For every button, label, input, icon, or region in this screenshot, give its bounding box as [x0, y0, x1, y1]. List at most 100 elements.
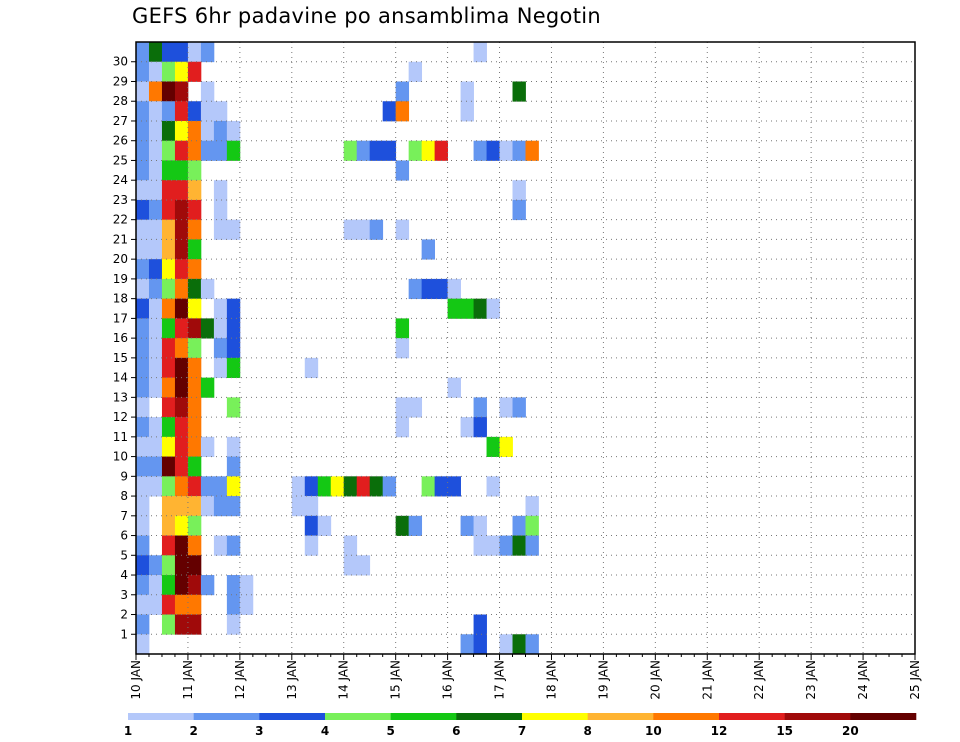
heatmap-cell	[136, 397, 150, 418]
heatmap-cell	[213, 120, 228, 142]
heatmap-cell	[356, 555, 371, 576]
y-tick-label: 29	[113, 74, 128, 88]
x-tick-label: 16 JAN	[441, 660, 455, 700]
heatmap-cell	[148, 555, 163, 576]
heatmap-cell	[174, 575, 189, 596]
heatmap-cell	[187, 338, 202, 359]
heatmap-cell	[187, 42, 202, 63]
heatmap-cell	[148, 42, 163, 63]
heatmap-cell	[161, 417, 176, 438]
heatmap-cell	[174, 377, 189, 398]
heatmap-cell	[174, 101, 189, 122]
heatmap-cell	[174, 239, 189, 260]
heatmap-cell	[499, 140, 513, 161]
colorbar-segment	[522, 713, 588, 720]
heatmap-cell	[460, 101, 474, 122]
x-tick-label: 20 JAN	[648, 660, 662, 700]
heatmap-cell	[486, 436, 500, 457]
heatmap-cell	[187, 140, 202, 161]
heatmap-cell	[148, 318, 163, 339]
heatmap-cell	[187, 318, 202, 339]
heatmap-cell	[408, 278, 423, 300]
heatmap-cell	[174, 160, 189, 181]
x-tick-label: 22 JAN	[752, 660, 766, 700]
colorbar-label: 6	[452, 724, 460, 738]
heatmap-cell	[486, 298, 500, 319]
heatmap-cell	[174, 140, 189, 161]
heatmap-cell	[161, 357, 176, 379]
heatmap-cell	[161, 535, 176, 556]
heatmap-cell	[161, 555, 176, 576]
heatmap-cell	[148, 338, 163, 359]
heatmap-cell	[200, 278, 215, 300]
heatmap-cell	[226, 357, 241, 379]
heatmap-cell	[187, 535, 202, 556]
heatmap-cell	[460, 634, 474, 655]
heatmap-cell	[187, 219, 202, 240]
heatmap-cell	[187, 614, 202, 635]
heatmap-cell	[213, 101, 228, 122]
heatmap-cell	[473, 634, 487, 655]
colorbar-label: 15	[776, 724, 793, 738]
heatmap-cell	[174, 81, 189, 102]
heatmap-cell	[174, 436, 189, 457]
heatmap-cell	[136, 496, 150, 517]
heatmap-cell	[148, 140, 163, 161]
heatmap-cell	[512, 535, 526, 556]
heatmap-cell	[136, 140, 150, 161]
heatmap-cell	[161, 239, 176, 260]
heatmap-cell	[136, 535, 150, 556]
heatmap-cell	[161, 456, 176, 477]
x-tick-label: 12 JAN	[233, 660, 247, 700]
heatmap-cell	[213, 535, 228, 556]
heatmap-cell	[226, 397, 241, 418]
heatmap-cell	[213, 298, 228, 319]
heatmap-cell	[136, 634, 150, 655]
heatmap-cell	[447, 298, 461, 319]
heatmap-cell	[343, 555, 358, 576]
heatmap-cell	[187, 298, 202, 319]
y-tick-label: 5	[120, 548, 128, 562]
heatmap-cell	[161, 614, 176, 635]
heatmap-cell	[473, 614, 487, 635]
heatmap-cell	[148, 436, 163, 457]
heatmap-cell	[473, 535, 487, 556]
heatmap-cell	[200, 81, 215, 102]
heatmap-cell	[473, 515, 487, 536]
heatmap-cell	[200, 377, 215, 398]
heatmap-cell	[174, 259, 189, 280]
heatmap-cell	[200, 101, 215, 122]
heatmap-cell	[525, 496, 539, 517]
heatmap-cell	[421, 239, 436, 260]
y-tick-label: 27	[113, 114, 128, 128]
heatmap-cell	[187, 397, 202, 418]
heatmap-cell	[148, 575, 163, 596]
heatmap-cell	[200, 476, 215, 497]
heatmap-cell	[161, 42, 176, 63]
x-tick-label: 18 JAN	[544, 660, 558, 700]
heatmap-cell	[460, 515, 474, 536]
y-tick-label: 7	[120, 509, 128, 523]
heatmap-cell	[187, 594, 202, 615]
heatmap-cell	[161, 318, 176, 339]
y-tick-label: 11	[113, 430, 128, 444]
heatmap-cell	[356, 140, 371, 161]
heatmap-cell	[136, 594, 150, 615]
colorbar-label: 3	[255, 724, 263, 738]
y-tick-label: 9	[120, 469, 128, 483]
heatmap-cell	[213, 140, 228, 161]
heatmap-cell	[148, 160, 163, 181]
heatmap-cell	[148, 377, 163, 398]
heatmap-cell	[187, 575, 202, 596]
heatmap-cell	[317, 515, 332, 536]
colorbar-segment	[719, 713, 785, 720]
heatmap-cell	[136, 515, 150, 536]
heatmap-cell	[343, 140, 358, 161]
heatmap-cell	[174, 397, 189, 418]
heatmap-cell	[161, 575, 176, 596]
heatmap-cell	[213, 338, 228, 359]
heatmap-cell	[486, 140, 500, 161]
heatmap-cell	[369, 140, 384, 161]
y-tick-label: 16	[113, 331, 128, 345]
heatmap-cell	[421, 278, 436, 300]
